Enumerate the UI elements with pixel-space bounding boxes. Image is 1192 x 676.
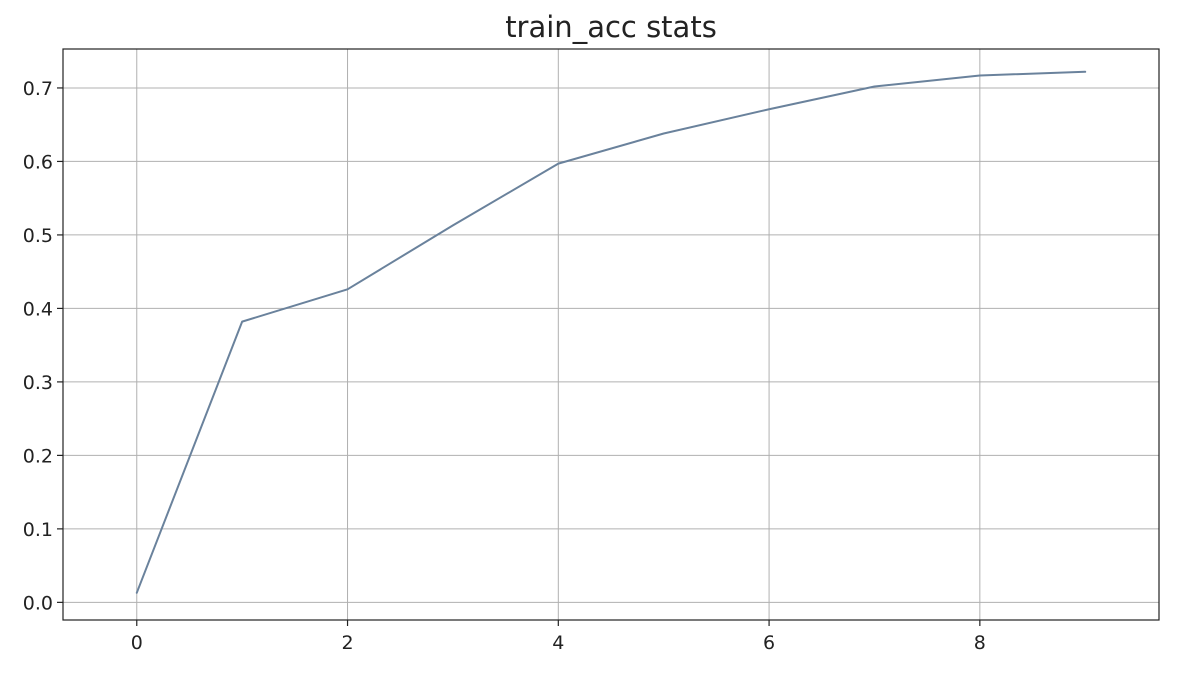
x-tick-label: 6: [763, 632, 775, 654]
y-tick-label: 0.6: [23, 151, 53, 173]
series-lines: [135, 70, 1087, 594]
y-tick-label: 0.7: [23, 78, 53, 100]
y-tick-label: 0.0: [23, 592, 53, 614]
y-tick-label: 0.3: [23, 372, 53, 394]
axis-ticks: [57, 87, 981, 626]
x-tick-label: 4: [552, 632, 564, 654]
x-tick-label: 8: [974, 632, 986, 654]
grid-lines: [63, 49, 1159, 620]
y-tick-label: 0.5: [23, 225, 53, 247]
chart-title: train_acc stats: [505, 10, 717, 44]
tick-labels: 0 2 4 6 8 0.0 0.1 0.2 0.3 0.4 0.5 0.6 0.7: [23, 78, 986, 654]
y-tick-label: 0.1: [23, 519, 53, 541]
plot-frame: [62, 48, 1160, 621]
y-tick-label: 0.2: [23, 445, 53, 467]
series-line: [135, 70, 1087, 594]
x-tick-label: 2: [341, 632, 353, 654]
y-tick-label: 0.4: [23, 298, 53, 320]
x-tick-label: 0: [131, 632, 143, 654]
